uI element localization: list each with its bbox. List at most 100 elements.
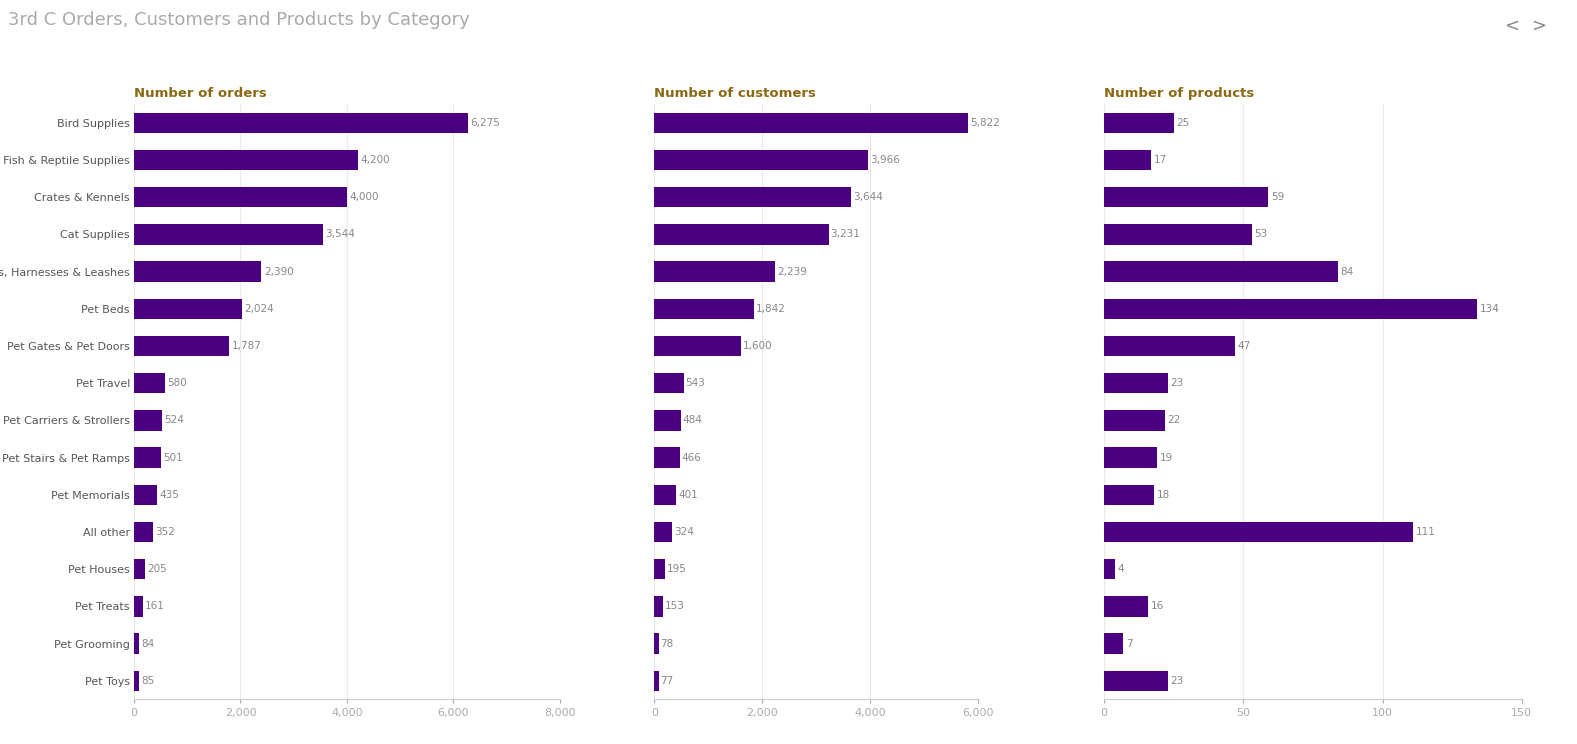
Text: 435: 435 [159, 490, 180, 500]
Text: 161: 161 [145, 601, 166, 612]
Bar [1104, 447, 1158, 468]
Text: 23: 23 [1170, 676, 1184, 686]
Text: 111: 111 [1416, 527, 1435, 537]
Text: 195: 195 [667, 564, 686, 574]
Bar [654, 484, 677, 505]
Text: 2,024: 2,024 [244, 304, 274, 314]
Text: 524: 524 [164, 415, 185, 426]
Text: 2,239: 2,239 [777, 266, 807, 277]
Text: 466: 466 [681, 452, 702, 463]
Text: 6,275: 6,275 [470, 118, 500, 128]
Bar [654, 559, 665, 580]
Text: 23: 23 [1170, 378, 1184, 388]
Text: 324: 324 [673, 527, 694, 537]
Text: 25: 25 [1176, 118, 1189, 128]
Bar [654, 187, 852, 208]
Text: 16: 16 [1151, 601, 1164, 612]
Text: Number of orders: Number of orders [134, 87, 267, 100]
Bar [1104, 484, 1154, 505]
Text: 5,822: 5,822 [970, 118, 1000, 128]
Bar [1104, 224, 1252, 245]
Bar [654, 596, 662, 617]
Text: 7: 7 [1126, 638, 1132, 649]
Bar [654, 633, 659, 654]
Text: 84: 84 [1340, 266, 1353, 277]
Text: 3,644: 3,644 [853, 192, 883, 202]
Text: >: > [1531, 16, 1547, 34]
Text: 153: 153 [664, 601, 684, 612]
Bar [134, 150, 358, 170]
Bar [1104, 559, 1115, 580]
Text: 19: 19 [1159, 452, 1173, 463]
Bar [654, 150, 869, 170]
Text: 22: 22 [1167, 415, 1181, 426]
Bar [134, 336, 229, 356]
Bar [654, 298, 754, 319]
Bar [134, 484, 158, 505]
Text: 84: 84 [140, 638, 155, 649]
Bar [134, 261, 262, 282]
Bar [1104, 112, 1173, 133]
Text: 1,600: 1,600 [743, 341, 773, 351]
Text: 352: 352 [156, 527, 175, 537]
Text: 3,231: 3,231 [831, 229, 861, 240]
Bar [1104, 298, 1478, 319]
Text: 2,390: 2,390 [263, 266, 293, 277]
Bar [134, 447, 161, 468]
Text: <: < [1504, 16, 1520, 34]
Text: 18: 18 [1156, 490, 1170, 500]
Bar [654, 410, 681, 431]
Text: 401: 401 [678, 490, 697, 500]
Bar [1104, 410, 1165, 431]
Text: 580: 580 [167, 378, 188, 388]
Text: 3,544: 3,544 [325, 229, 355, 240]
Bar [134, 224, 323, 245]
Text: 1,842: 1,842 [755, 304, 785, 314]
Text: 17: 17 [1154, 155, 1167, 165]
Text: Number of products: Number of products [1104, 87, 1254, 100]
Text: 484: 484 [683, 415, 702, 426]
Bar [1104, 150, 1151, 170]
Bar [134, 298, 241, 319]
Bar [134, 373, 166, 394]
Text: 134: 134 [1479, 304, 1500, 314]
Text: 4,000: 4,000 [350, 192, 378, 202]
Text: 3rd C Orders, Customers and Products by Category: 3rd C Orders, Customers and Products by … [8, 11, 470, 29]
Bar [134, 187, 347, 208]
Bar [134, 596, 142, 617]
Bar [1104, 336, 1235, 356]
Text: 543: 543 [686, 378, 705, 388]
Bar [1104, 633, 1123, 654]
Bar [1104, 522, 1413, 542]
Text: 1,787: 1,787 [232, 341, 262, 351]
Text: 3,966: 3,966 [871, 155, 900, 165]
Text: 77: 77 [661, 676, 673, 686]
Bar [134, 112, 468, 133]
Bar [134, 522, 153, 542]
Bar [654, 112, 968, 133]
Text: 85: 85 [140, 676, 155, 686]
Bar [654, 336, 741, 356]
Bar [1104, 670, 1169, 691]
Bar [654, 670, 659, 691]
Bar [654, 447, 680, 468]
Text: 205: 205 [148, 564, 167, 574]
Text: 4: 4 [1118, 564, 1124, 574]
Bar [134, 670, 139, 691]
Bar [1104, 261, 1337, 282]
Text: 53: 53 [1254, 229, 1268, 240]
Text: 47: 47 [1238, 341, 1251, 351]
Bar [654, 522, 672, 542]
Bar [1104, 596, 1148, 617]
Bar [654, 373, 684, 394]
Bar [134, 633, 139, 654]
Bar [1104, 373, 1169, 394]
Bar [1104, 187, 1268, 208]
Text: Number of customers: Number of customers [654, 87, 817, 100]
Bar [134, 410, 162, 431]
Text: 78: 78 [661, 638, 673, 649]
Text: 501: 501 [164, 452, 183, 463]
Bar [654, 224, 828, 245]
Bar [654, 261, 774, 282]
Text: 59: 59 [1271, 192, 1284, 202]
